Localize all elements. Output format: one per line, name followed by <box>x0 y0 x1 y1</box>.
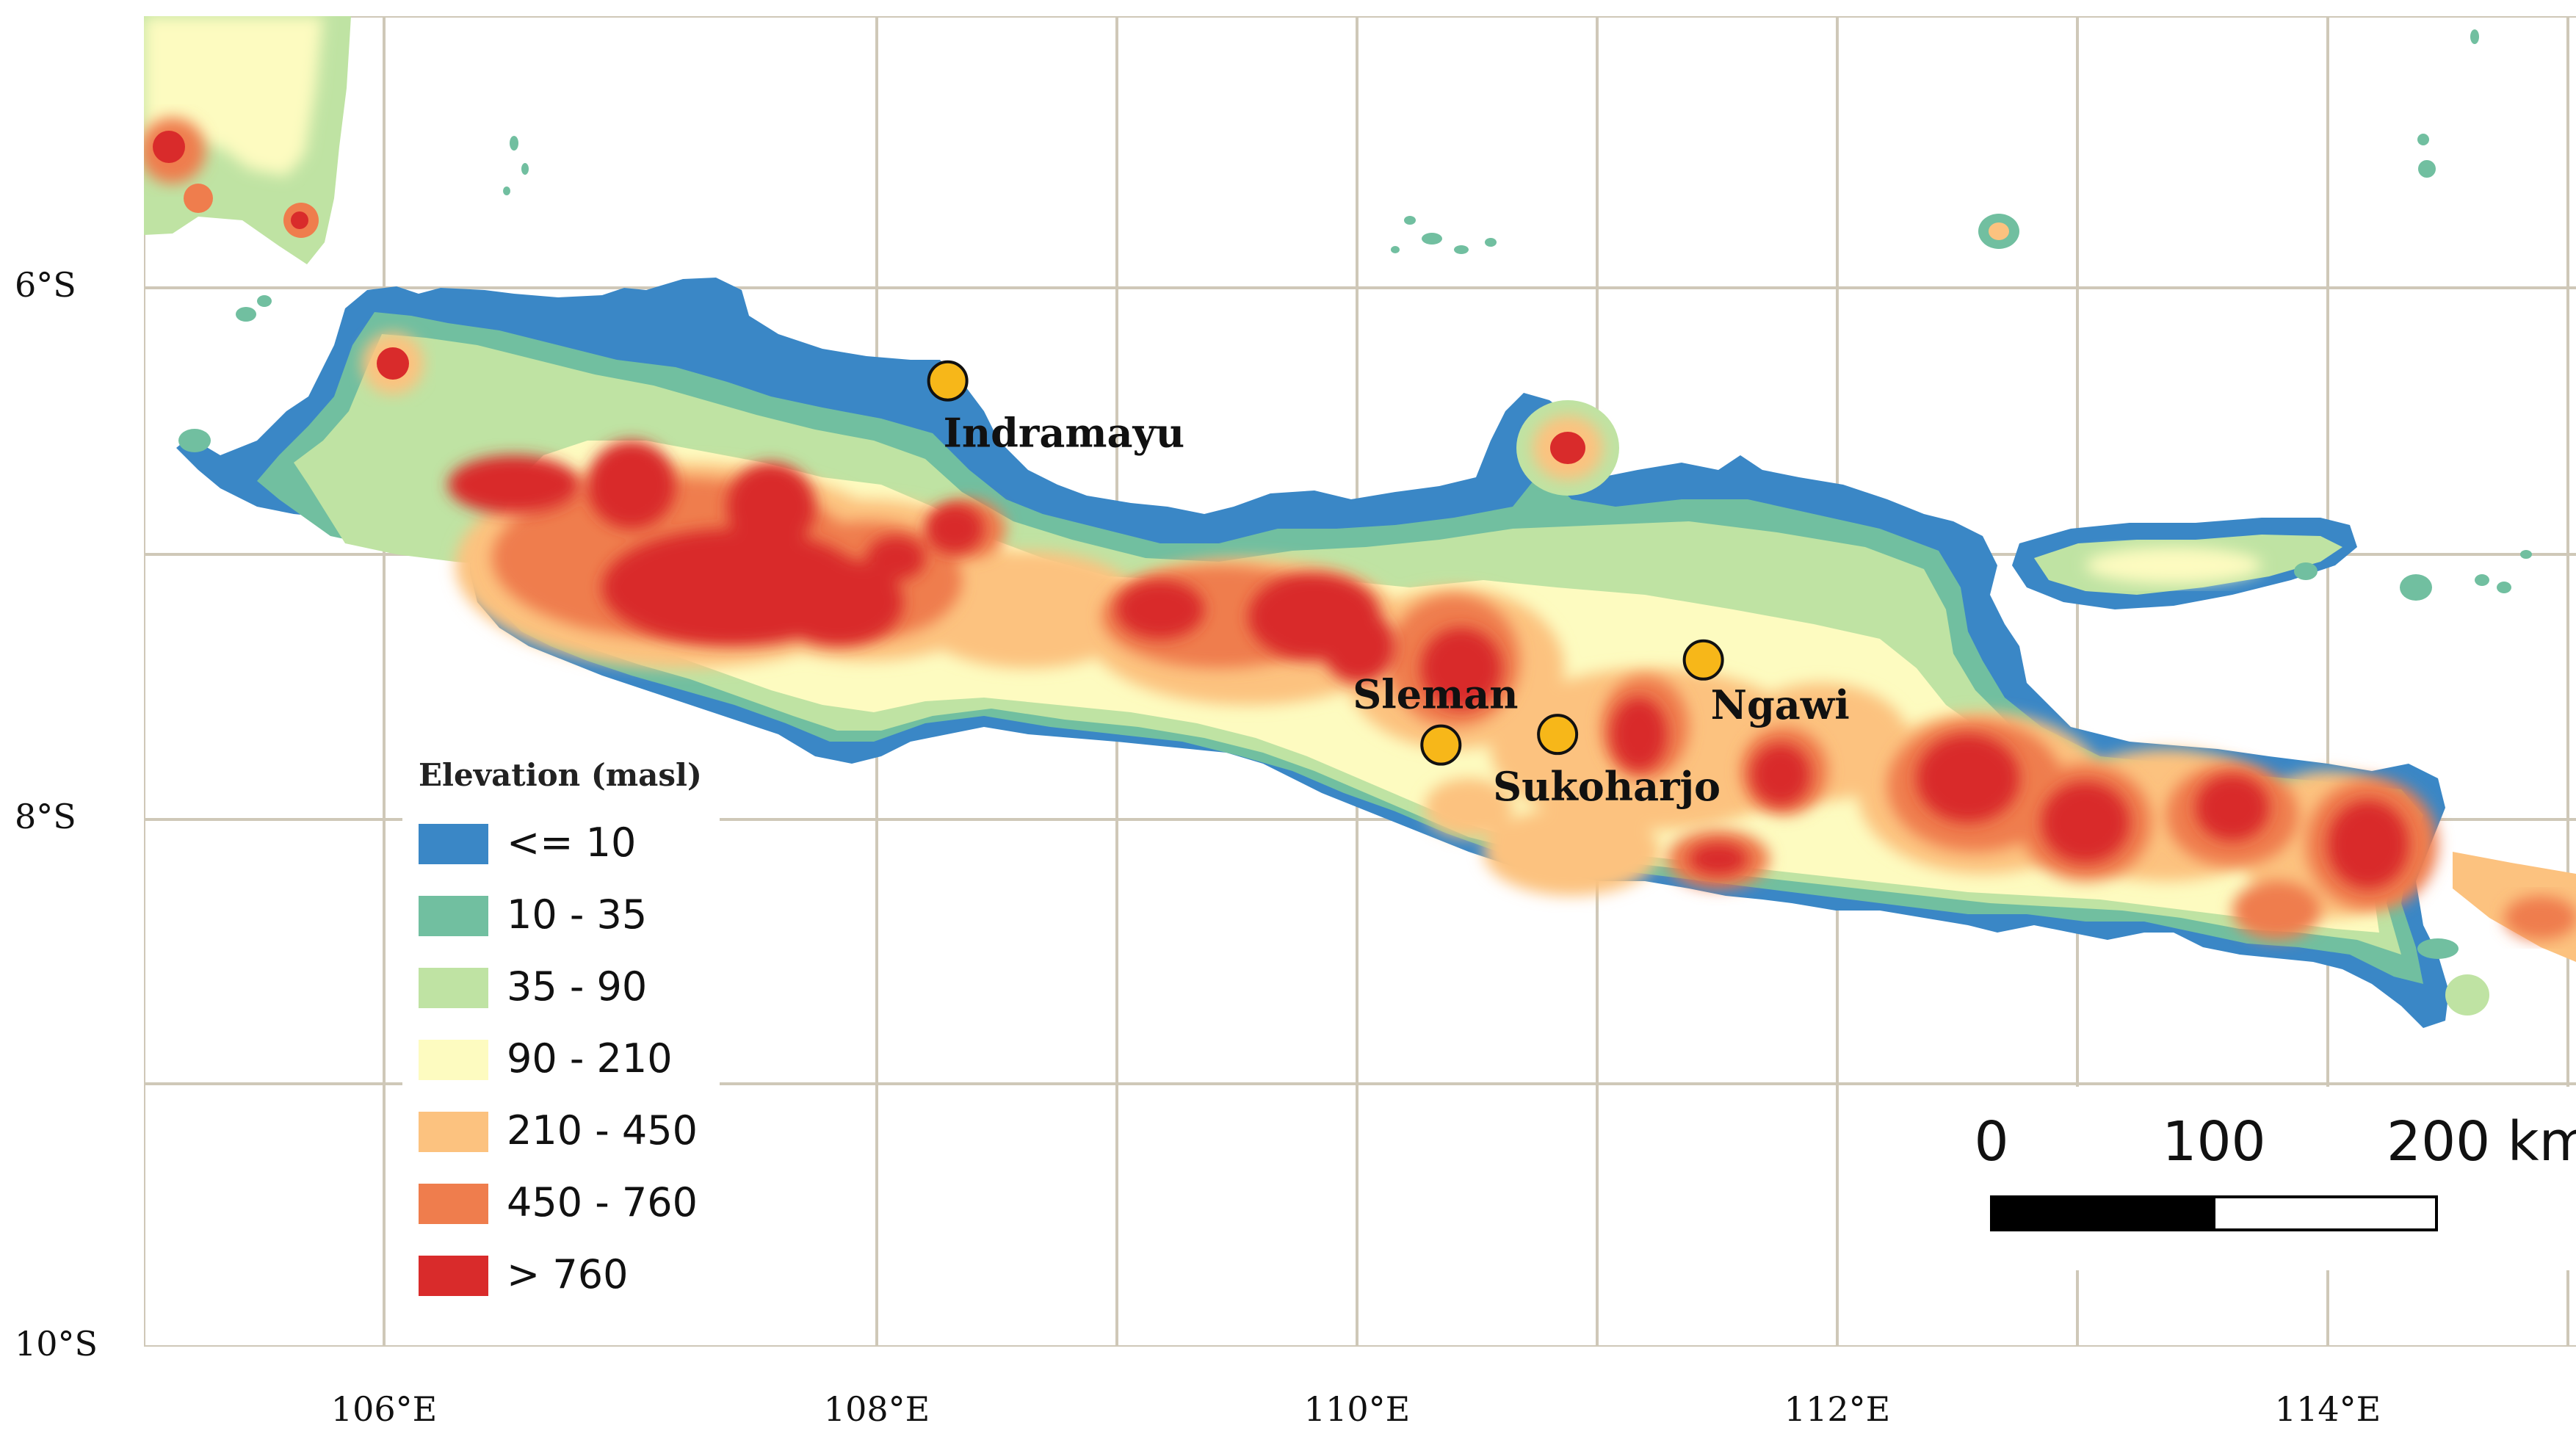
legend-label-1: 10 - 35 <box>507 891 647 938</box>
scale-label-0: 0 <box>1974 1110 2008 1173</box>
legend-swatch-5 <box>419 1184 488 1224</box>
scale-bar-background <box>1909 1087 2576 1270</box>
lon-label-112e: 112°E <box>1784 1389 1890 1429</box>
site-marker-sleman[interactable] <box>1420 724 1462 766</box>
legend-swatch-2 <box>419 968 488 1008</box>
legend-label-5: 450 - 760 <box>507 1179 698 1226</box>
legend: Elevation (masl) <= 10 10 - 35 35 - 90 90 -… <box>402 742 720 1322</box>
legend-title: Elevation (masl) <box>419 757 702 793</box>
legend-label-3: 90 - 210 <box>507 1035 673 1082</box>
site-label-ngawi: Ngawi <box>1711 681 1850 728</box>
lon-label-110e: 110°E <box>1304 1389 1410 1429</box>
site-label-sleman: Sleman <box>1353 671 1518 718</box>
site-marker-ngawi[interactable] <box>1682 639 1724 681</box>
small-islands <box>178 29 2532 1016</box>
madura-island <box>2012 518 2357 609</box>
legend-swatch-6 <box>419 1256 488 1296</box>
java-band-760-plus <box>448 441 2409 888</box>
legend-swatch-0 <box>419 824 488 864</box>
legend-swatch-3 <box>419 1040 488 1080</box>
legend-label-2: 35 - 90 <box>507 963 647 1010</box>
lon-label-108e: 108°E <box>824 1389 930 1429</box>
scale-label-200: 200 km <box>2387 1110 2576 1173</box>
legend-label-6: > 760 <box>507 1251 628 1297</box>
lat-label-6s: 6°S <box>15 265 76 305</box>
legend-swatch-1 <box>419 896 488 936</box>
lon-label-114e: 114°E <box>2275 1389 2381 1429</box>
site-markers: Indramayu Sleman Sukoharjo Ngawi <box>927 360 1850 810</box>
legend-label-4: 210 - 450 <box>507 1107 698 1154</box>
site-label-sukoharjo: Sukoharjo <box>1493 763 1721 810</box>
lon-label-106e: 106°E <box>331 1389 437 1429</box>
site-label-indramayu: Indramayu <box>944 410 1184 457</box>
axis-labels: 6°S 8°S 10°S 106°E 108°E 110°E 112°E 114… <box>15 265 2381 1429</box>
scale-label-100: 100 <box>2162 1110 2265 1173</box>
java-landmass <box>176 278 2576 1028</box>
site-marker-indramayu[interactable] <box>927 360 969 402</box>
lat-label-8s: 8°S <box>15 797 76 836</box>
scale-segment-white <box>2213 1195 2438 1231</box>
sumatra-landmass <box>144 16 351 264</box>
legend-label-0: <= 10 <box>507 819 636 866</box>
lat-label-10s: 10°S <box>15 1324 98 1364</box>
legend-swatch-4 <box>419 1112 488 1152</box>
scale-bar: 0 100 200 km <box>1909 1087 2576 1270</box>
scale-segment-black <box>1990 1195 2215 1231</box>
site-marker-sukoharjo[interactable] <box>1537 714 1579 756</box>
